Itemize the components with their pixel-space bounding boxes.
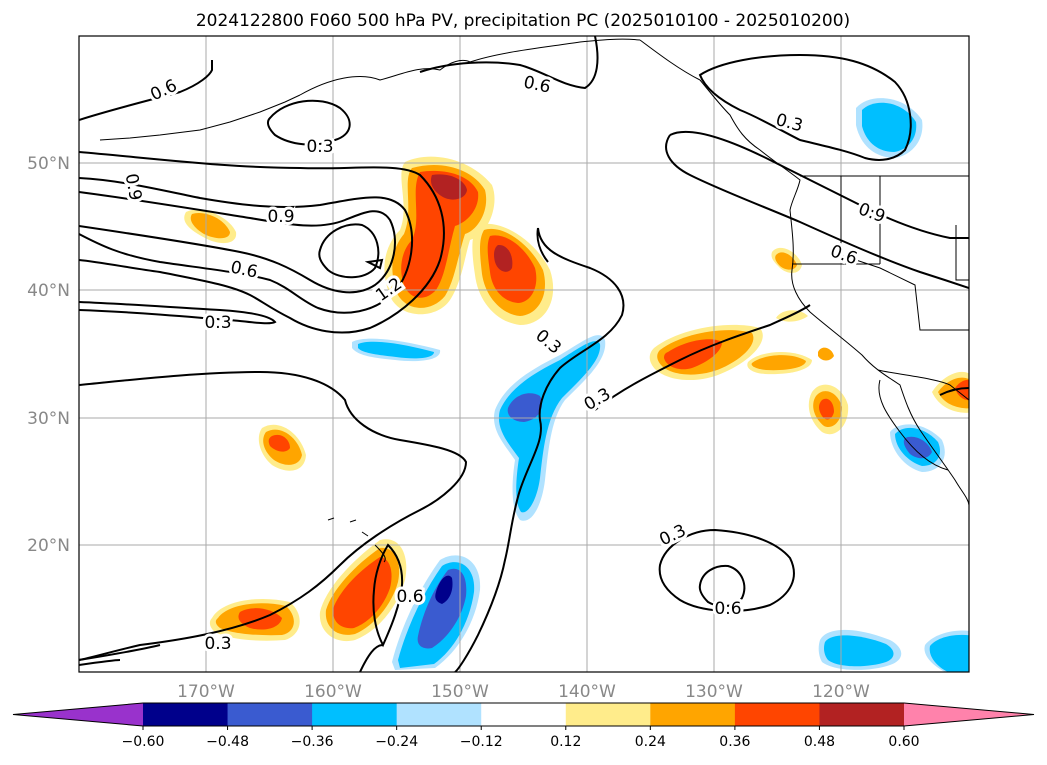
colorbar-tick-label: −0.24 (375, 734, 418, 750)
gridlines (79, 36, 969, 672)
lon-label-140w: 140°W (558, 682, 616, 702)
colorbar-tick-label: −0.48 (206, 734, 249, 750)
pv-label-0-3-nw: 0.3 (306, 137, 333, 157)
colorbar-tick-label: 0.60 (888, 734, 919, 750)
lon-label-170w: 170°W (177, 682, 235, 702)
colorbar-tick-label: −0.12 (460, 734, 503, 750)
lat-label-40n: 40°N (27, 281, 70, 301)
lon-label-150w: 150°W (431, 682, 489, 702)
colorbar: −0.60 −0.48 −0.36 −0.24 −0.12 0.12 0.24 0.36 0.4… (12, 702, 1035, 750)
colorbar-tick-label: −0.60 (122, 734, 165, 750)
colorbar-segment (227, 703, 313, 726)
colorbar-segment (819, 703, 905, 726)
map-background (79, 36, 969, 672)
colorbar-segment (565, 703, 651, 726)
coastlines (99, 38, 969, 563)
map-frame (78, 35, 970, 673)
pv-label-0-6-south-ring: 0.6 (714, 599, 741, 619)
colorbar-segment (312, 703, 398, 726)
pv-label-0-3-southwest: 0.3 (204, 634, 231, 654)
lat-label-20n: 20°N (27, 536, 70, 556)
colorbar-extend-high (904, 703, 1034, 726)
lon-label-120w: 120°W (812, 682, 870, 702)
colorbar-tick-label: 0.48 (804, 734, 835, 750)
lon-label-160w: 160°W (304, 682, 362, 702)
figure-title: 2024122800 F060 500 hPa PV, precipitatio… (196, 11, 850, 31)
colorbar-extend-low (13, 703, 143, 726)
pv-label-0-3-west: 0.3 (204, 313, 231, 333)
pv-label-0-9-west: 0.9 (267, 207, 294, 227)
colorbar-segment (143, 703, 229, 726)
pv-label-0-6-south: 0.6 (396, 587, 423, 607)
lat-label-30n: 30°N (27, 409, 70, 429)
colorbar-tick-label: 0.12 (550, 734, 581, 750)
lat-label-50n: 50°N (27, 154, 70, 174)
colorbar-segment (396, 703, 482, 726)
map-panel: 0.6 0.3 0.9 0.9 0.6 0.3 1.2 0.6 0.3 0.9 … (27, 35, 970, 702)
lon-label-130w: 130°W (685, 682, 743, 702)
precip-positive-shading (184, 156, 969, 642)
colorbar-tick-label: 0.24 (635, 734, 666, 750)
colorbar-tick-label: −0.36 (291, 734, 334, 750)
colorbar-segment (650, 703, 736, 726)
longitude-labels: 170°W 160°W 150°W 140°W 130°W 120°W (177, 682, 870, 702)
colorbar-segment (734, 703, 820, 726)
colorbar-tick-label: 0.36 (719, 734, 750, 750)
colorbar-segment (481, 703, 567, 726)
pv-contours (79, 36, 969, 672)
latitude-labels: 50°N 40°N 30°N 20°N (27, 154, 70, 556)
